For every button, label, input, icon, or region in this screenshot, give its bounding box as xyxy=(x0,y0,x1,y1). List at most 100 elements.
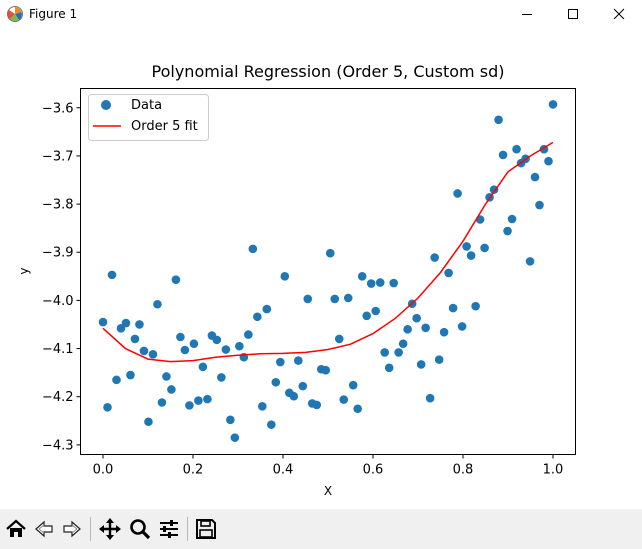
data-point xyxy=(430,253,439,262)
data-point xyxy=(371,307,380,316)
toolbar-separator xyxy=(90,517,91,541)
data-point xyxy=(112,376,121,385)
data-point xyxy=(362,312,371,321)
data-point xyxy=(222,345,231,354)
data-point xyxy=(153,300,162,309)
y-tick-label: −3.9 xyxy=(42,246,74,261)
data-point xyxy=(535,201,544,210)
data-point xyxy=(253,312,262,321)
data-point xyxy=(471,302,480,311)
data-point xyxy=(444,269,453,278)
y-tick-label: −3.6 xyxy=(42,101,74,116)
minimize-button[interactable] xyxy=(504,0,550,28)
data-point xyxy=(249,245,258,254)
data-point xyxy=(181,346,190,355)
data-point xyxy=(167,385,176,394)
x-tick-label: 0.4 xyxy=(273,463,294,478)
data-point xyxy=(467,251,476,260)
data-point xyxy=(349,381,358,390)
home-button[interactable] xyxy=(1,514,31,544)
toolbar-separator xyxy=(187,517,188,541)
data-point xyxy=(335,335,344,344)
move-icon xyxy=(98,517,122,541)
data-point xyxy=(531,173,540,182)
data-point xyxy=(326,249,335,258)
data-point xyxy=(99,318,108,327)
data-point xyxy=(389,279,398,288)
data-point xyxy=(176,333,185,342)
back-button[interactable] xyxy=(29,514,59,544)
data-point xyxy=(440,328,449,337)
y-tick-label: −4.1 xyxy=(42,342,74,357)
data-point xyxy=(403,325,412,334)
configure-subplots-button[interactable] xyxy=(154,514,184,544)
zoom-button[interactable] xyxy=(125,514,155,544)
save-icon xyxy=(195,518,217,540)
home-icon xyxy=(5,518,27,540)
x-tick-label: 1.0 xyxy=(543,463,564,478)
data-point xyxy=(258,402,267,411)
sliders-icon xyxy=(157,517,181,541)
y-tick-label: −4.2 xyxy=(42,390,74,405)
matplotlib-figure-icon xyxy=(6,5,24,23)
y-axis: −4.3 −4.2 −4.1 −4.0 −3.9 −3.8 −3.7 −3.6 xyxy=(42,101,81,453)
x-tick-label: 0.6 xyxy=(363,463,384,478)
data-point xyxy=(426,394,435,403)
data-point xyxy=(399,339,408,348)
data-point xyxy=(226,416,235,425)
y-axis-label: y xyxy=(17,267,31,274)
maximize-button[interactable] xyxy=(550,0,596,28)
y-tick-label: −4.3 xyxy=(42,438,74,453)
data-point xyxy=(244,330,253,339)
data-point xyxy=(394,348,403,357)
data-point xyxy=(476,215,485,224)
data-point xyxy=(172,275,181,284)
maximize-icon xyxy=(567,8,579,20)
data-point xyxy=(263,305,272,314)
y-tick-label: −3.7 xyxy=(42,149,74,164)
data-point xyxy=(303,295,312,304)
x-tick-label: 0.8 xyxy=(453,463,474,478)
legend-marker-data xyxy=(101,100,111,110)
legend-label-fit: Order 5 fit xyxy=(131,119,198,134)
chart-title: Polynomial Regression (Order 5, Custom s… xyxy=(152,62,505,81)
legend-label-data: Data xyxy=(131,98,162,113)
data-point xyxy=(480,244,489,253)
zoom-icon xyxy=(128,517,152,541)
data-point xyxy=(549,100,558,109)
close-button[interactable] xyxy=(596,0,642,28)
data-point xyxy=(344,294,353,303)
data-point xyxy=(294,356,303,365)
data-point xyxy=(217,373,226,382)
data-point xyxy=(103,403,112,412)
data-point xyxy=(162,372,171,381)
forward-button[interactable] xyxy=(57,514,87,544)
data-point xyxy=(512,145,521,154)
data-point xyxy=(194,396,203,405)
data-point xyxy=(203,395,212,404)
pan-button[interactable] xyxy=(95,514,125,544)
data-point xyxy=(503,227,512,236)
data-scatter xyxy=(99,100,558,442)
figure-canvas[interactable]: Polynomial Regression (Order 5, Custom s… xyxy=(0,28,642,509)
data-point xyxy=(312,401,321,410)
data-point xyxy=(458,322,467,331)
data-point xyxy=(122,319,131,328)
x-tick-label: 0.2 xyxy=(183,463,204,478)
data-point xyxy=(385,364,394,373)
save-button[interactable] xyxy=(191,514,221,544)
data-point xyxy=(508,215,517,224)
data-point xyxy=(281,272,290,281)
forward-arrow-icon xyxy=(61,518,83,540)
data-point xyxy=(299,382,308,391)
x-axis: 0.0 0.2 0.4 0.6 0.8 1.0 xyxy=(93,455,564,478)
data-point xyxy=(149,350,158,359)
data-point xyxy=(380,348,389,357)
data-point xyxy=(376,278,385,287)
data-point xyxy=(235,342,244,351)
data-point xyxy=(449,304,458,313)
data-point xyxy=(267,420,276,429)
x-axis-label: X xyxy=(324,484,332,498)
close-icon xyxy=(613,8,625,20)
data-point xyxy=(544,157,553,166)
